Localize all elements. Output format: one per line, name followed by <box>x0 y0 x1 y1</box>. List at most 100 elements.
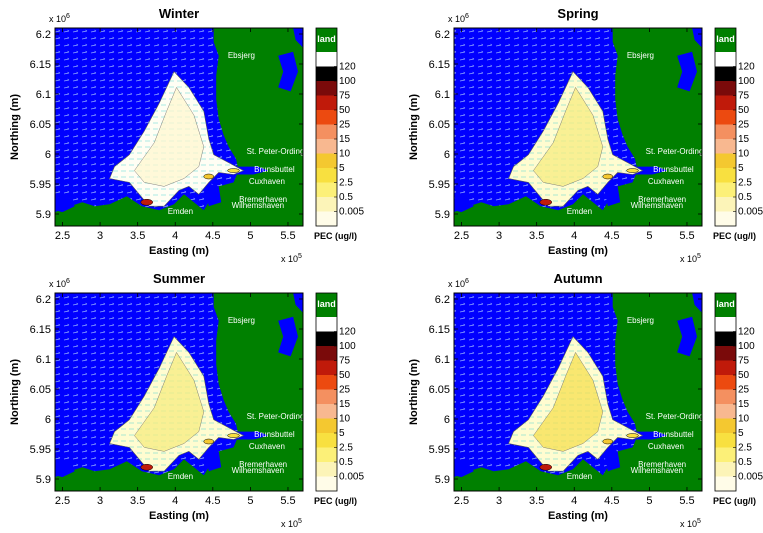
colorbar-label: PEC (ug/l) <box>314 231 357 241</box>
colorbar-tick-label: 0.005 <box>738 472 763 483</box>
colorbar-swatch <box>715 404 736 419</box>
inland-water <box>692 293 702 313</box>
y-tick-label: 6.05 <box>30 119 51 131</box>
inland-water <box>293 28 303 48</box>
colorbar-tick-label: 0.5 <box>738 192 752 203</box>
panel-spring: Ebsjerg St. Peter-Ording Brunsbuttel Cuxhav… <box>408 6 763 264</box>
x-tick-label: 5.5 <box>679 230 694 242</box>
inland-water <box>677 51 697 92</box>
colorbar-label: PEC (ug/l) <box>713 231 756 241</box>
inland-water <box>692 28 702 48</box>
colorbar-land-label: land <box>317 299 336 309</box>
panel-summer: Ebsjerg St. Peter-Ording Brunsbuttel Cuxhav… <box>9 271 364 529</box>
place-label: Wilhemshaven <box>232 201 284 210</box>
colorbar-swatch <box>316 447 337 463</box>
axes-frame <box>54 27 304 227</box>
colorbar-land-label: land <box>716 34 735 44</box>
place-label: Brunsbuttel <box>254 430 295 439</box>
colorbar-swatch <box>316 317 337 332</box>
colorbar: land 120 100 75 50 25 15 10 5 2.5 0.5 0.005 PEC (ug/… <box>314 27 364 241</box>
map-area <box>454 28 702 226</box>
colorbar-tick-label: 75 <box>738 91 750 102</box>
colorbar-swatch <box>715 418 736 434</box>
colorbar-tick-label: 10 <box>738 414 750 425</box>
x-tick-label: 2.5 <box>55 495 70 507</box>
colorbar-swatch <box>316 462 337 477</box>
x-tick-label: 2.5 <box>55 230 70 242</box>
x-tick-label: 3.5 <box>529 495 544 507</box>
colorbar-tick-label: 2.5 <box>339 178 353 189</box>
land-region <box>55 28 303 226</box>
colorbar-tick-label: 15 <box>339 134 351 145</box>
hotspot-ems <box>539 463 553 471</box>
colorbar-land-swatch <box>316 28 337 52</box>
y-tick-label: 5.9 <box>435 209 450 221</box>
map-area <box>55 28 303 226</box>
colorbar-swatch <box>316 418 337 434</box>
place-label: Bremerhaven <box>239 195 287 204</box>
estuary <box>203 182 222 207</box>
colorbar-swatch <box>715 153 736 169</box>
x-tick-label: 5.5 <box>679 495 694 507</box>
y-tick-label: 5.9 <box>36 209 51 221</box>
place-label: Ebsjerg <box>627 316 654 325</box>
colorbar-tick-label: 2.5 <box>339 443 353 454</box>
x-exponent: x 105 <box>281 253 302 264</box>
colorbar-swatch <box>715 317 736 332</box>
y-tick-label: 5.9 <box>435 474 450 486</box>
x-exponent: x 105 <box>281 518 302 529</box>
y-tick-label: 6.15 <box>429 324 450 336</box>
y-tick-label: 6.2 <box>36 294 51 306</box>
place-label: Ebsjerg <box>228 51 255 60</box>
colorbar-swatch <box>715 211 736 227</box>
colorbar-tick-label: 25 <box>339 120 351 131</box>
axes-frame <box>54 292 304 492</box>
inland-water <box>278 316 298 357</box>
x-tick-label: 4 <box>172 495 178 507</box>
colorbar-tick-label: 120 <box>738 327 755 338</box>
colorbar-frame <box>315 27 338 227</box>
colorbar-tick-label: 50 <box>738 105 750 116</box>
land-region <box>454 293 702 491</box>
colorbar-tick-label: 100 <box>738 76 755 87</box>
colorbar-frame <box>714 27 737 227</box>
colorbar-swatch <box>316 404 337 419</box>
y-axis-label: Northing (m) <box>9 94 21 160</box>
x-tick-label: 4 <box>172 230 178 242</box>
y-tick-label: 6.15 <box>30 324 51 336</box>
hotspot-weser <box>203 173 215 180</box>
colorbar-land-label: land <box>716 299 735 309</box>
colorbar-swatch <box>316 331 337 347</box>
y-axis-label: Northing (m) <box>9 359 21 425</box>
y-tick-label: 6.05 <box>30 384 51 396</box>
place-label: Emden <box>567 207 592 216</box>
hotspot-elbe <box>227 433 240 438</box>
colorbar-tick-label: 120 <box>339 327 356 338</box>
colorbar-tick-label: 2.5 <box>738 178 752 189</box>
colorbar-tick-label: 15 <box>339 399 351 410</box>
colorbar-tick-label: 50 <box>738 370 750 381</box>
contour-inner <box>134 351 205 452</box>
colorbar-swatch <box>715 52 736 67</box>
colorbar-swatch <box>715 124 736 140</box>
estuary <box>602 182 621 207</box>
x-tick-label: 4.5 <box>205 230 220 242</box>
colorbar-tick-label: 0.005 <box>339 472 364 483</box>
colorbar-tick-label: 5 <box>339 163 345 174</box>
place-label: Emden <box>168 207 193 216</box>
place-label: Bremerhaven <box>638 460 686 469</box>
estuary <box>233 431 269 440</box>
colorbar-tick-label: 5 <box>339 428 345 439</box>
panel-title: Winter <box>159 6 199 21</box>
colorbar-label: PEC (ug/l) <box>314 496 357 506</box>
inland-water <box>278 51 298 92</box>
place-label: St. Peter-Ording <box>247 412 305 421</box>
colorbar-swatch <box>715 139 736 154</box>
x-tick-label: 5 <box>247 495 253 507</box>
y-axis-label: Northing (m) <box>408 359 420 425</box>
colorbar-tick-label: 15 <box>738 134 750 145</box>
x-tick-label: 4 <box>571 230 577 242</box>
colorbar-swatch <box>316 52 337 67</box>
colorbar-tick-label: 2.5 <box>738 443 752 454</box>
